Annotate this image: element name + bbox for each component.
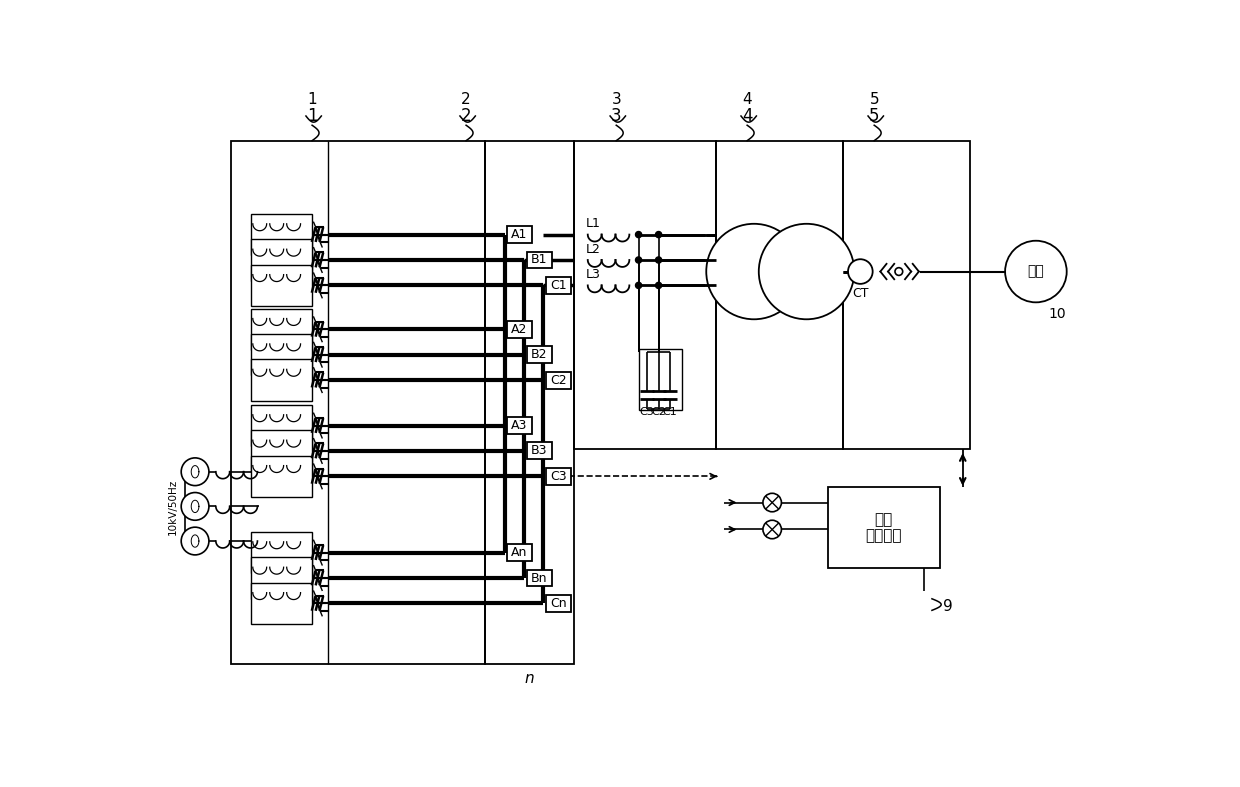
Circle shape — [1006, 241, 1066, 302]
Text: An: An — [511, 546, 527, 559]
Bar — [250, 309, 312, 350]
Text: C3: C3 — [640, 407, 655, 416]
Bar — [546, 277, 572, 294]
Bar — [250, 239, 312, 281]
Circle shape — [656, 231, 662, 238]
Text: 3: 3 — [611, 92, 621, 107]
Text: 控制: 控制 — [874, 512, 893, 527]
Text: 5: 5 — [869, 107, 879, 125]
Circle shape — [181, 458, 208, 486]
Text: C1: C1 — [551, 279, 567, 292]
Bar — [250, 430, 312, 471]
Text: 10kV/50Hz: 10kV/50Hz — [167, 478, 177, 534]
Bar — [250, 557, 312, 599]
Text: 1: 1 — [308, 92, 317, 107]
Text: 9: 9 — [944, 599, 954, 614]
Circle shape — [707, 224, 802, 320]
Text: 2: 2 — [461, 107, 471, 125]
Bar — [250, 214, 312, 255]
Text: 10: 10 — [1049, 307, 1066, 321]
Bar — [506, 226, 532, 243]
Text: A2: A2 — [511, 323, 527, 336]
Text: B3: B3 — [531, 445, 548, 457]
Bar — [828, 487, 940, 568]
Circle shape — [635, 231, 641, 238]
Circle shape — [895, 268, 903, 275]
Text: n: n — [525, 671, 534, 685]
Text: Bn: Bn — [531, 571, 548, 585]
Bar — [250, 360, 312, 401]
Bar — [231, 141, 485, 664]
Text: L2: L2 — [587, 242, 601, 256]
Text: B2: B2 — [531, 348, 548, 361]
Circle shape — [635, 283, 641, 289]
Text: C3: C3 — [551, 470, 567, 483]
Text: CT: CT — [852, 286, 868, 300]
Circle shape — [656, 257, 662, 263]
Bar — [250, 264, 312, 306]
Bar — [546, 595, 572, 611]
Bar — [717, 141, 843, 449]
Bar — [527, 570, 552, 586]
Text: Cn: Cn — [551, 597, 567, 610]
Bar — [250, 582, 312, 624]
Circle shape — [635, 257, 641, 263]
Circle shape — [848, 259, 873, 284]
Bar — [843, 141, 971, 449]
Text: 3: 3 — [611, 107, 621, 125]
Text: B1: B1 — [531, 253, 548, 267]
Bar — [546, 468, 572, 485]
Text: C2: C2 — [551, 374, 567, 386]
Text: C2: C2 — [651, 407, 666, 416]
Bar — [250, 334, 312, 375]
Bar — [546, 371, 572, 389]
Bar — [574, 141, 717, 449]
Text: A1: A1 — [511, 228, 527, 241]
Text: 保护系统: 保护系统 — [866, 528, 901, 543]
Circle shape — [181, 527, 208, 555]
Bar — [250, 456, 312, 497]
Text: L3: L3 — [587, 268, 601, 281]
Text: 2: 2 — [461, 92, 471, 107]
Bar — [506, 544, 532, 561]
Circle shape — [763, 493, 781, 512]
Circle shape — [656, 283, 662, 289]
Text: A3: A3 — [511, 419, 527, 432]
Bar — [250, 405, 312, 446]
Text: 4: 4 — [742, 107, 753, 125]
Text: 1: 1 — [306, 107, 317, 125]
Bar — [527, 346, 552, 363]
Bar — [250, 532, 312, 574]
Bar — [640, 349, 682, 410]
Bar — [527, 442, 552, 460]
Text: 5: 5 — [869, 92, 879, 107]
Text: C1: C1 — [662, 407, 677, 416]
Circle shape — [759, 224, 854, 320]
Text: 负载: 负载 — [1028, 264, 1044, 279]
Bar — [527, 252, 552, 268]
Circle shape — [763, 520, 781, 539]
Bar — [506, 417, 532, 434]
Text: 4: 4 — [743, 92, 751, 107]
Circle shape — [181, 493, 208, 520]
Bar — [485, 141, 574, 664]
Bar — [506, 321, 532, 338]
Text: L1: L1 — [587, 217, 601, 231]
